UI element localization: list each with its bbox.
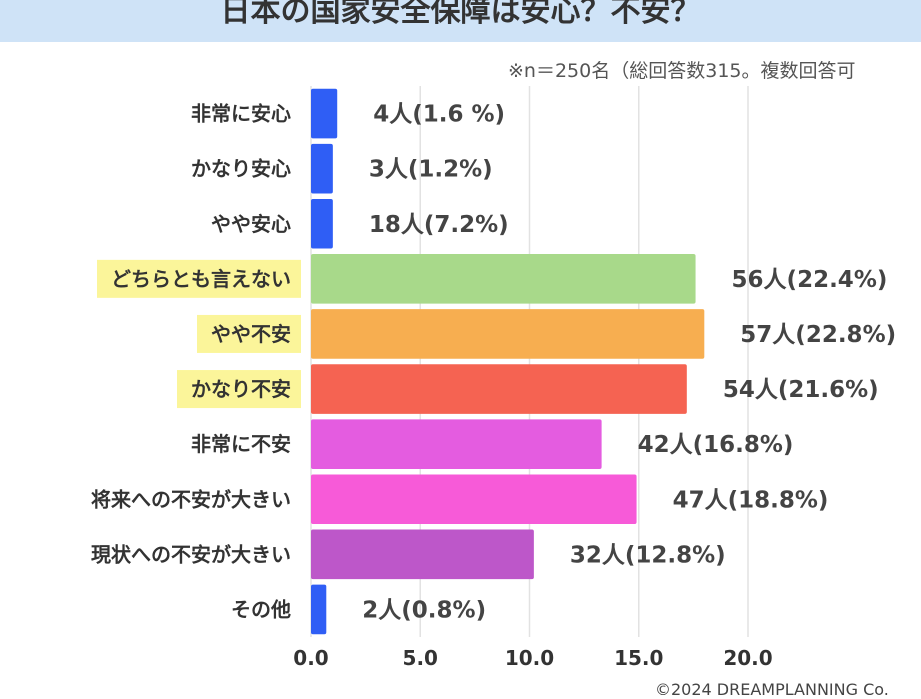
bar [311, 474, 637, 525]
data-label: 18人(7.2%) [369, 212, 509, 238]
data-label: 4人(1.6 %) [373, 102, 505, 128]
category-label: やや不安 [211, 322, 291, 346]
title-band [0, 0, 921, 42]
category-label: どちらとも言えない [111, 267, 291, 291]
x-tick-label: 0.0 [293, 646, 328, 670]
category-label: 非常に安心 [191, 102, 291, 126]
category-highlight [97, 259, 301, 298]
chart-title: 日本の国家安全保障は安心？不安？ [220, 0, 701, 29]
bar [311, 529, 534, 580]
category-highlight [177, 370, 301, 409]
category-label: 現状への不安が大きい [91, 542, 291, 566]
sample-size-note: ※n＝250名（総回答数315。複数回答可 [508, 60, 856, 82]
x-tick-label: 10.0 [505, 646, 554, 670]
bar [311, 88, 338, 139]
data-label: 2人(0.8%) [362, 597, 486, 623]
category-label: 非常に不安 [191, 432, 291, 456]
bar [311, 198, 333, 249]
bars [311, 88, 705, 635]
data-label: 42人(16.8%) [638, 432, 794, 458]
bar [311, 309, 705, 359]
bar [311, 254, 696, 304]
category-label: その他 [231, 597, 291, 621]
data-labels: 4人(1.6 %) 3人(1.2%) 18人(7.2%) 56人(22.4%) 57人(… [362, 102, 896, 624]
bar [311, 143, 333, 194]
x-axis-ticks: 0.0 5.0 10.0 15.0 20.0 [293, 646, 772, 670]
x-tick-label: 20.0 [723, 646, 772, 670]
data-label: 54人(21.6%) [723, 377, 879, 403]
data-label: 47人(18.8%) [673, 487, 829, 513]
bar [311, 364, 687, 414]
copyright-text: ©2024 DREAMPLANNING Co. [655, 680, 889, 699]
data-label: 56人(22.4%) [732, 267, 888, 293]
category-highlight [197, 314, 301, 353]
category-label: かなり不安 [191, 377, 291, 401]
x-tick-label: 5.0 [403, 646, 438, 670]
category-labels: 非常に安心かなり安心やや安心どちらとも言えないやや不安かなり不安非常に不安将来へ… [91, 102, 291, 622]
bar [311, 584, 327, 635]
data-label: 3人(1.2%) [369, 157, 493, 183]
data-label: 32人(12.8%) [570, 542, 726, 568]
category-label: やや安心 [211, 212, 291, 236]
bar [311, 419, 602, 469]
category-label: かなり安心 [191, 157, 291, 181]
x-tick-label: 15.0 [614, 646, 663, 670]
label-highlights [97, 259, 301, 409]
category-label: 将来への不安が大きい [91, 487, 291, 511]
data-label: 57人(22.8%) [740, 322, 896, 348]
